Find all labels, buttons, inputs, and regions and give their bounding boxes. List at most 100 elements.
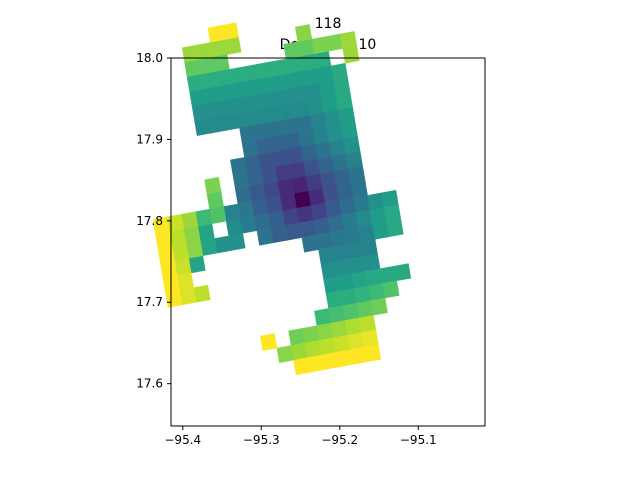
heatmap-cell: [157, 245, 175, 264]
heatmap-cell: [293, 100, 311, 118]
heatmap-cell: [260, 166, 278, 185]
heatmap-cell: [200, 71, 219, 90]
heatmap-cell: [324, 109, 342, 128]
heatmap-cell: [298, 129, 316, 148]
heatmap-cell: [220, 98, 238, 117]
heatmap-cell: [265, 195, 283, 214]
heatmap-cell: [349, 256, 367, 275]
heatmap-cell: [283, 41, 301, 60]
heatmap-cell: [305, 82, 323, 101]
heatmap-cell: [155, 231, 173, 250]
heatmap-cell: [260, 333, 278, 351]
heatmap-cell: [321, 352, 339, 370]
heatmap-cell: [335, 349, 353, 368]
heatmap-cell: [328, 305, 346, 324]
heatmap-cell: [327, 214, 345, 233]
heatmap-cell: [339, 197, 357, 216]
heatmap-cell: [246, 169, 264, 187]
heatmap-cell: [314, 141, 333, 160]
heatmap-cell: [169, 228, 187, 247]
heatmap-cell: [286, 146, 304, 165]
heatmap-cell: [281, 117, 299, 136]
heatmap-cell: [319, 80, 337, 99]
heatmap-cell: [254, 213, 272, 231]
heatmap-cell: [319, 170, 338, 189]
heatmap-cell: [317, 156, 335, 174]
heatmap-cell: [193, 284, 211, 303]
heatmap-cells: [152, 22, 412, 376]
heatmap-cell: [245, 78, 264, 97]
heatmap-cell: [276, 88, 294, 106]
heatmap-cell: [232, 171, 250, 190]
heatmap-cell: [181, 44, 199, 63]
heatmap-cell: [235, 186, 253, 205]
heatmap-cell: [221, 22, 239, 41]
heatmap-cell: [222, 113, 240, 131]
heatmap-cell: [197, 223, 215, 242]
heatmap-cell: [271, 58, 289, 77]
heatmap-cell: [330, 63, 348, 81]
heatmap-cell: [346, 241, 364, 260]
heatmap-cell: [331, 153, 349, 172]
heatmap-cell: [183, 226, 201, 244]
heatmap-cell: [248, 93, 266, 111]
y-tick-label: 17.9: [136, 132, 163, 146]
heatmap-cell: [251, 198, 269, 217]
heatmap-cell: [236, 110, 254, 129]
heatmap-cell: [325, 290, 343, 309]
heatmap-cell: [268, 210, 286, 229]
heatmap-cell: [184, 59, 202, 78]
heatmap-cell: [330, 320, 348, 338]
heatmap-cell: [308, 188, 326, 206]
heatmap-cell: [225, 218, 244, 237]
heatmap-cell: [360, 239, 378, 257]
heatmap-cell: [304, 340, 323, 358]
heatmap-cell: [347, 332, 365, 351]
heatmap-cell: [359, 315, 377, 333]
heatmap-cell: [195, 208, 213, 227]
heatmap-cell: [305, 173, 323, 192]
heatmap-cell: [333, 77, 351, 96]
heatmap-cell: [160, 260, 178, 279]
heatmap-cell: [296, 205, 314, 224]
y-tick-label: 17.7: [136, 295, 163, 309]
x-tick-label: −95.4: [164, 433, 201, 447]
heatmap-cell: [336, 183, 354, 201]
heatmap-cell: [324, 200, 343, 219]
heatmap-cell: [332, 244, 350, 263]
heatmap-cell: [176, 272, 194, 291]
heatmap-cell: [282, 208, 300, 226]
heatmap-cell: [231, 81, 249, 99]
heatmap-cell: [189, 88, 207, 107]
heatmap-cell: [215, 69, 233, 87]
heatmap-cell: [272, 149, 290, 168]
heatmap-cell: [289, 161, 307, 180]
heatmap-cell: [300, 144, 318, 162]
heatmap-cell: [315, 232, 333, 250]
heatmap-cell: [280, 193, 298, 212]
heatmap-cell: [351, 271, 369, 289]
heatmap-cell: [361, 329, 379, 348]
heatmap-cell: [329, 229, 348, 248]
heatmap-cell: [319, 337, 337, 356]
heatmap-cell: [263, 181, 281, 200]
heatmap-cell: [290, 85, 308, 104]
heatmap-cell: [339, 31, 358, 49]
heatmap-cell: [224, 37, 242, 55]
heatmap-cell: [262, 90, 280, 109]
heatmap-cell: [343, 136, 361, 155]
heatmap-cell: [253, 122, 271, 141]
plot-area-frame: [170, 57, 486, 427]
heatmap-cell: [369, 207, 388, 225]
heatmap-cell: [311, 36, 329, 55]
heatmap-cell: [257, 61, 275, 80]
heatmap-cell: [379, 265, 397, 284]
heatmap-cell: [302, 325, 320, 344]
heatmap-cell: [240, 215, 258, 234]
heatmap-cell: [299, 220, 317, 238]
heatmap-cell: [267, 119, 285, 138]
heatmap-cell: [277, 178, 295, 197]
heatmap-cell: [260, 75, 278, 94]
heatmap-cell: [204, 176, 222, 195]
heatmap-cell: [275, 164, 293, 182]
